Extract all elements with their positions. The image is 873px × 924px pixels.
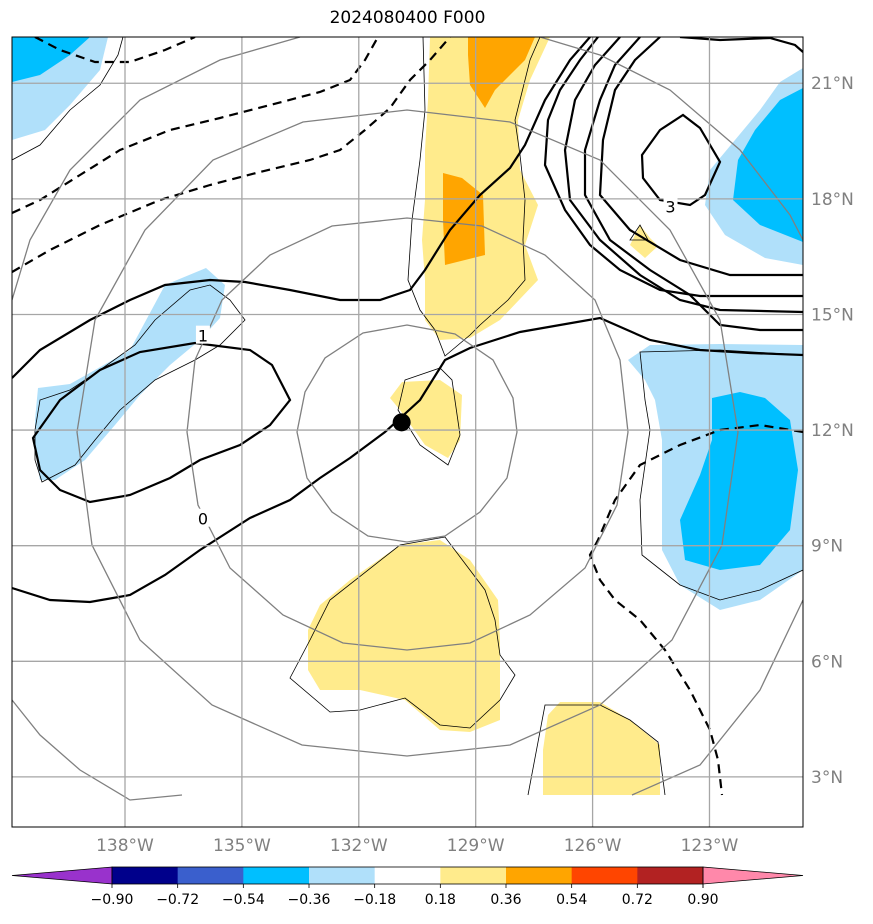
solid-contours bbox=[12, 37, 803, 604]
contour-line-2e bbox=[679, 37, 803, 53]
colorbar-tick-label: 0.54 bbox=[556, 892, 587, 908]
range-rings bbox=[12, 37, 803, 801]
lat-tick-label: 12°N bbox=[811, 421, 854, 441]
shade-positive-light bbox=[390, 380, 462, 458]
dashed-contours bbox=[12, 37, 803, 796]
colorbar-tick-label: 0.36 bbox=[490, 892, 521, 908]
colorbar-tick-label: −0.54 bbox=[222, 892, 265, 908]
colorbar-tick-label: 0.72 bbox=[622, 892, 653, 908]
thin-contour bbox=[639, 349, 803, 601]
lat-tick-label: 21°N bbox=[811, 74, 854, 94]
dashed-contour bbox=[34, 37, 196, 64]
map-plot-area: 1 0 3 bbox=[12, 37, 803, 827]
lat-tick-label: 3°N bbox=[811, 768, 843, 788]
shade-positive-light bbox=[543, 702, 660, 795]
contour-label-halo bbox=[195, 325, 210, 344]
colorbar-segment bbox=[112, 867, 179, 884]
colorbar-tick-label: 0.18 bbox=[425, 892, 456, 908]
lon-tick-label: 135°W bbox=[213, 836, 271, 856]
thin-contours bbox=[12, 37, 803, 796]
contour-line-1-closed bbox=[31, 341, 292, 504]
lat-tick-label: 18°N bbox=[811, 190, 854, 210]
colorbar: −0.90 −0.72 −0.54 −0.36 −0.18 0.18 0.36 0.54 0.7… bbox=[11, 866, 804, 908]
colorbar-segment bbox=[440, 867, 507, 884]
range-ring bbox=[76, 109, 739, 757]
map-frame bbox=[11, 36, 804, 828]
thin-contour bbox=[289, 536, 516, 729]
colorbar-segment bbox=[309, 867, 376, 884]
dashed-contour bbox=[12, 37, 379, 214]
shade-positive-mid bbox=[443, 173, 485, 265]
dashed-contour bbox=[12, 37, 451, 273]
colorbar-frame bbox=[111, 866, 704, 885]
contour-label: 0 bbox=[198, 510, 208, 529]
contour-line-2 bbox=[543, 37, 803, 298]
colorbar-segment bbox=[177, 867, 244, 884]
range-ring bbox=[539, 37, 803, 241]
contour-line-2c bbox=[583, 37, 803, 332]
lat-tick-label: 15°N bbox=[811, 305, 854, 325]
colorbar-tick-label: −0.18 bbox=[353, 892, 396, 908]
shade-negative-mid bbox=[12, 37, 90, 82]
colorbar-tick-label: −0.90 bbox=[91, 892, 134, 908]
lon-tick-label: 132°W bbox=[330, 836, 388, 856]
thin-contour bbox=[34, 284, 246, 483]
shade-negative-light bbox=[35, 268, 225, 480]
range-ring bbox=[296, 324, 518, 543]
contour-line-2d bbox=[598, 37, 803, 277]
shade-positive-light bbox=[308, 540, 500, 732]
contour-label: 1 bbox=[198, 327, 208, 346]
lat-tick-label: 9°N bbox=[811, 537, 843, 557]
colorbar-segment bbox=[243, 867, 310, 884]
colorbar-tick-label: −0.36 bbox=[288, 892, 331, 908]
gridlines bbox=[12, 37, 803, 827]
colorbar-segment bbox=[374, 867, 441, 884]
shade-positive-light bbox=[630, 225, 658, 258]
lon-tick-label: 129°W bbox=[447, 836, 505, 856]
colorbar-segment bbox=[637, 867, 704, 884]
contour-label-halo bbox=[663, 196, 678, 215]
contour-line-1 bbox=[12, 37, 591, 379]
colorbar-extend-high bbox=[702, 866, 804, 885]
colorbar-segment bbox=[506, 867, 573, 884]
colorbar-tick-label: 0.90 bbox=[687, 892, 718, 908]
tick-labels: 138°W 135°W 132°W 129°W 126°W 123°W 3°N 6°N 9°N 1… bbox=[96, 74, 854, 856]
range-ring bbox=[186, 217, 629, 651]
thin-contour bbox=[12, 37, 124, 161]
contour-line-0 bbox=[12, 316, 803, 604]
lon-tick-label: 138°W bbox=[96, 836, 154, 856]
thin-contour bbox=[407, 37, 541, 357]
contour-label: 3 bbox=[665, 198, 675, 217]
lon-tick-label: 123°W bbox=[681, 836, 739, 856]
shade-negative-mid bbox=[733, 88, 803, 242]
colorbar-segment bbox=[571, 867, 638, 884]
lon-tick-label: 126°W bbox=[564, 836, 622, 856]
contour-line-3 bbox=[640, 113, 722, 207]
lat-tick-label: 6°N bbox=[811, 652, 843, 672]
storm-center-marker bbox=[392, 413, 411, 432]
map-title: 2024080400 F000 bbox=[329, 8, 486, 28]
colorbar-extend-low bbox=[11, 866, 113, 885]
contour-labels: 1 0 3 bbox=[195, 196, 678, 529]
range-ring bbox=[631, 599, 803, 796]
dashed-contour bbox=[588, 423, 803, 796]
contour-label-halo bbox=[195, 508, 210, 527]
colorbar-tick-label: −0.72 bbox=[156, 892, 199, 908]
range-ring bbox=[12, 699, 183, 801]
shade-positive-mid bbox=[468, 37, 535, 108]
thin-contour bbox=[527, 704, 666, 796]
range-ring bbox=[12, 37, 301, 301]
